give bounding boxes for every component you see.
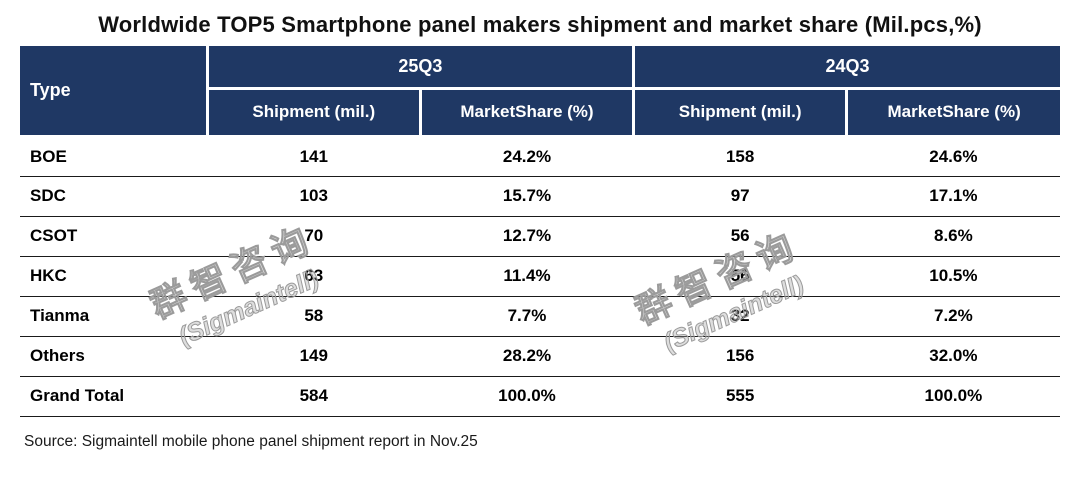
value-cell: 158 — [633, 136, 847, 177]
value-cell: 11.4% — [420, 256, 634, 297]
value-cell: 103 — [207, 176, 421, 217]
type-cell: Others — [20, 336, 208, 377]
value-cell: 156 — [633, 336, 847, 377]
value-cell: 555 — [633, 376, 847, 417]
col-header-25q3: 25Q3 — [205, 46, 636, 90]
panel-makers-table: Type 25Q3 24Q3 Shipment (mil.) MarketSha… — [20, 46, 1060, 417]
type-cell: Tianma — [20, 296, 208, 337]
value-cell: 70 — [207, 216, 421, 257]
type-cell: CSOT — [20, 216, 208, 257]
col-header-25q3-marketshare: MarketShare (%) — [418, 86, 636, 138]
table-row: BOE 141 24.2% 158 24.6% — [20, 136, 1060, 177]
type-cell: SDC — [20, 176, 208, 217]
value-cell: 58 — [207, 296, 421, 337]
page-title: Worldwide TOP5 Smartphone panel makers s… — [98, 12, 982, 37]
value-cell: 10.5% — [846, 256, 1060, 297]
value-cell: 584 — [207, 376, 421, 417]
table-body: BOE 141 24.2% 158 24.6% SDC 103 15.7% 97… — [20, 136, 1060, 417]
table-header: Type 25Q3 24Q3 Shipment (mil.) MarketSha… — [20, 46, 1060, 138]
type-cell: BOE — [20, 136, 208, 177]
table-row-grand-total: Grand Total 584 100.0% 555 100.0% — [20, 376, 1060, 417]
value-cell: 12.7% — [420, 216, 634, 257]
value-cell: 63 — [207, 256, 421, 297]
table-row: Tianma 58 7.7% 32 7.2% — [20, 296, 1060, 337]
col-header-24q3: 24Q3 — [632, 46, 1060, 90]
value-cell: 7.2% — [846, 296, 1060, 337]
value-cell: 97 — [633, 176, 847, 217]
table-row: HKC 63 11.4% 56 10.5% — [20, 256, 1060, 297]
value-cell: 24.6% — [846, 136, 1060, 177]
value-cell: 32 — [633, 296, 847, 337]
value-cell: 15.7% — [420, 176, 634, 217]
value-cell: 24.2% — [420, 136, 634, 177]
value-cell: 100.0% — [420, 376, 634, 417]
value-cell: 56 — [633, 256, 847, 297]
value-cell: 100.0% — [846, 376, 1060, 417]
value-cell: 141 — [207, 136, 421, 177]
value-cell: 32.0% — [846, 336, 1060, 377]
value-cell: 8.6% — [846, 216, 1060, 257]
value-cell: 149 — [207, 336, 421, 377]
source-note: Source: Sigmaintell mobile phone panel s… — [24, 432, 478, 450]
value-cell: 28.2% — [420, 336, 634, 377]
value-cell: 56 — [633, 216, 847, 257]
type-cell: Grand Total — [20, 376, 208, 417]
col-header-25q3-shipment: Shipment (mil.) — [207, 86, 422, 138]
col-header-24q3-marketshare: MarketShare (%) — [845, 86, 1060, 138]
col-header-type: Type — [20, 46, 209, 138]
table-row: SDC 103 15.7% 97 17.1% — [20, 176, 1060, 217]
value-cell: 17.1% — [846, 176, 1060, 217]
table-row: Others 149 28.2% 156 32.0% — [20, 336, 1060, 377]
col-header-24q3-shipment: Shipment (mil.) — [632, 86, 849, 138]
value-cell: 7.7% — [420, 296, 634, 337]
type-cell: HKC — [20, 256, 208, 297]
table-row: CSOT 70 12.7% 56 8.6% — [20, 216, 1060, 257]
